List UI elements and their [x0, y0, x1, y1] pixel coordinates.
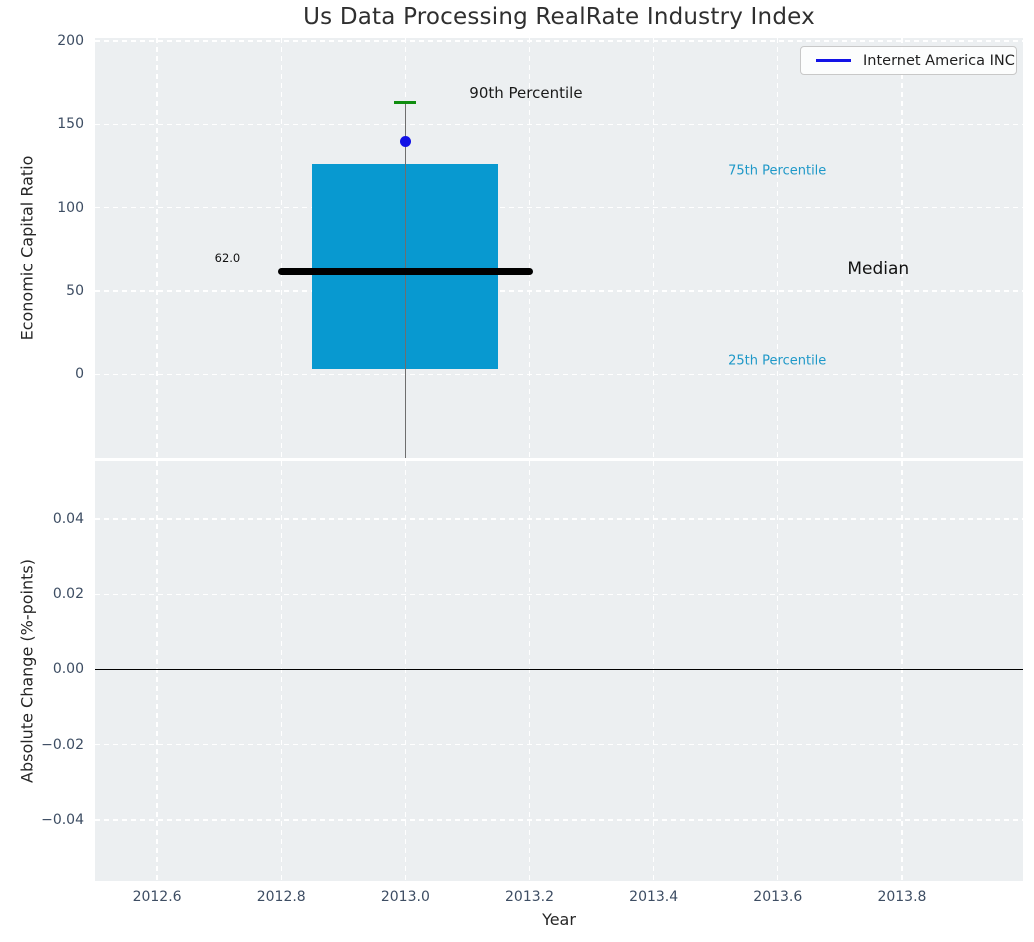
annotation-62-0: 62.0: [214, 250, 241, 265]
gridline-horizontal: [95, 518, 1023, 520]
y-tick-label: 200: [57, 33, 84, 49]
x-tick-label: 2013.6: [753, 889, 803, 905]
x-axis-label: Year: [542, 910, 576, 929]
gridline-horizontal: [95, 373, 1023, 375]
boxplot-90th-percentile-cap: [394, 101, 417, 104]
y-tick-label: 50: [66, 283, 84, 299]
gridline-vertical: [280, 38, 282, 458]
boxplot-whisker-line: [404, 102, 407, 458]
gridline-vertical: [156, 38, 158, 458]
gridline-vertical: [280, 461, 282, 881]
top-axes-plot-area: [95, 38, 1023, 458]
company-data-point: [399, 135, 411, 147]
gridline-horizontal: [95, 123, 1023, 125]
bottom-axes-plot-area: [95, 461, 1023, 881]
x-tick-label: 2012.6: [132, 889, 182, 905]
gridline-horizontal: [95, 819, 1023, 821]
y-tick-label: 0.02: [52, 586, 84, 603]
y-tick-label: −0.02: [41, 736, 84, 753]
gridline-vertical: [404, 461, 406, 881]
gridline-horizontal: [95, 207, 1023, 209]
y-tick-label: 0.00: [52, 661, 84, 678]
y-tick-label: 150: [57, 116, 84, 133]
gridline-vertical: [653, 461, 655, 881]
chart-title: Us Data Processing RealRate Industry Ind…: [303, 4, 815, 30]
gridline-vertical: [156, 461, 158, 881]
annotation-90th-percentile: 90th Percentile: [469, 83, 583, 102]
x-tick-label: 2013.8: [877, 889, 927, 905]
legend-series-label: Internet America INC: [863, 52, 1015, 69]
x-tick-label: 2013.0: [380, 889, 430, 905]
gridline-vertical: [528, 461, 531, 881]
x-tick-label: 2013.2: [505, 889, 554, 905]
gridline-vertical: [777, 38, 779, 458]
gridline-vertical: [777, 461, 779, 881]
gridline-horizontal: [95, 290, 1023, 292]
x-tick-label: 2012.8: [256, 889, 306, 905]
annotation-25th-percentile: 25th Percentile: [728, 353, 827, 369]
y-tick-label: −0.04: [41, 812, 84, 829]
annotation-75th-percentile: 75th Percentile: [728, 163, 827, 179]
y-tick-label: 0: [75, 366, 84, 383]
legend: Internet America INC: [800, 46, 1017, 75]
y-tick-label: 0.04: [52, 510, 84, 527]
boxplot-median-line: [278, 267, 533, 275]
gridline-horizontal: [95, 40, 1023, 42]
y-tick-label: 100: [57, 199, 84, 216]
gridline-vertical: [901, 461, 903, 881]
gridline-horizontal: [95, 744, 1023, 746]
gridline-vertical: [653, 38, 655, 458]
x-tick-label: 2013.4: [629, 889, 679, 905]
top-y-axis-label: Economic Capital Ratio: [17, 155, 37, 341]
legend-line-sample: [816, 59, 851, 62]
zero-line: [95, 668, 1023, 671]
gridline-vertical: [901, 38, 903, 458]
gridline-horizontal: [95, 593, 1023, 595]
annotation-median: Median: [847, 259, 910, 280]
gridline-vertical: [528, 38, 531, 458]
